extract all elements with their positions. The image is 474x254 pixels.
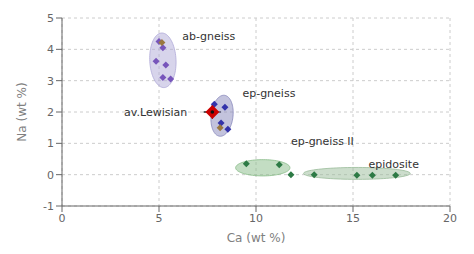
svg-text:5: 5 (156, 212, 163, 225)
svg-text:15: 15 (346, 212, 360, 225)
svg-text:ab-gneiss: ab-gneiss (182, 30, 235, 43)
svg-text:20: 20 (443, 212, 457, 225)
svg-text:0: 0 (59, 212, 66, 225)
svg-text:epidosite: epidosite (369, 158, 420, 171)
svg-text:4: 4 (47, 43, 54, 56)
svg-text:ep-gneiss II: ep-gneiss II (291, 135, 354, 148)
svg-text:0: 0 (47, 169, 54, 182)
svg-text:2: 2 (47, 106, 54, 119)
svg-text:3: 3 (47, 75, 54, 88)
svg-text:1: 1 (47, 137, 54, 150)
svg-text:Ca (wt %): Ca (wt %) (227, 231, 286, 245)
svg-text:10: 10 (249, 212, 263, 225)
svg-text:av.Lewisian: av.Lewisian (124, 106, 187, 119)
svg-text:-1: -1 (43, 200, 54, 213)
svg-text:Na (wt %): Na (wt %) (15, 82, 29, 141)
svg-text:ep-gneiss: ep-gneiss (242, 87, 295, 100)
svg-text:5: 5 (47, 12, 54, 25)
